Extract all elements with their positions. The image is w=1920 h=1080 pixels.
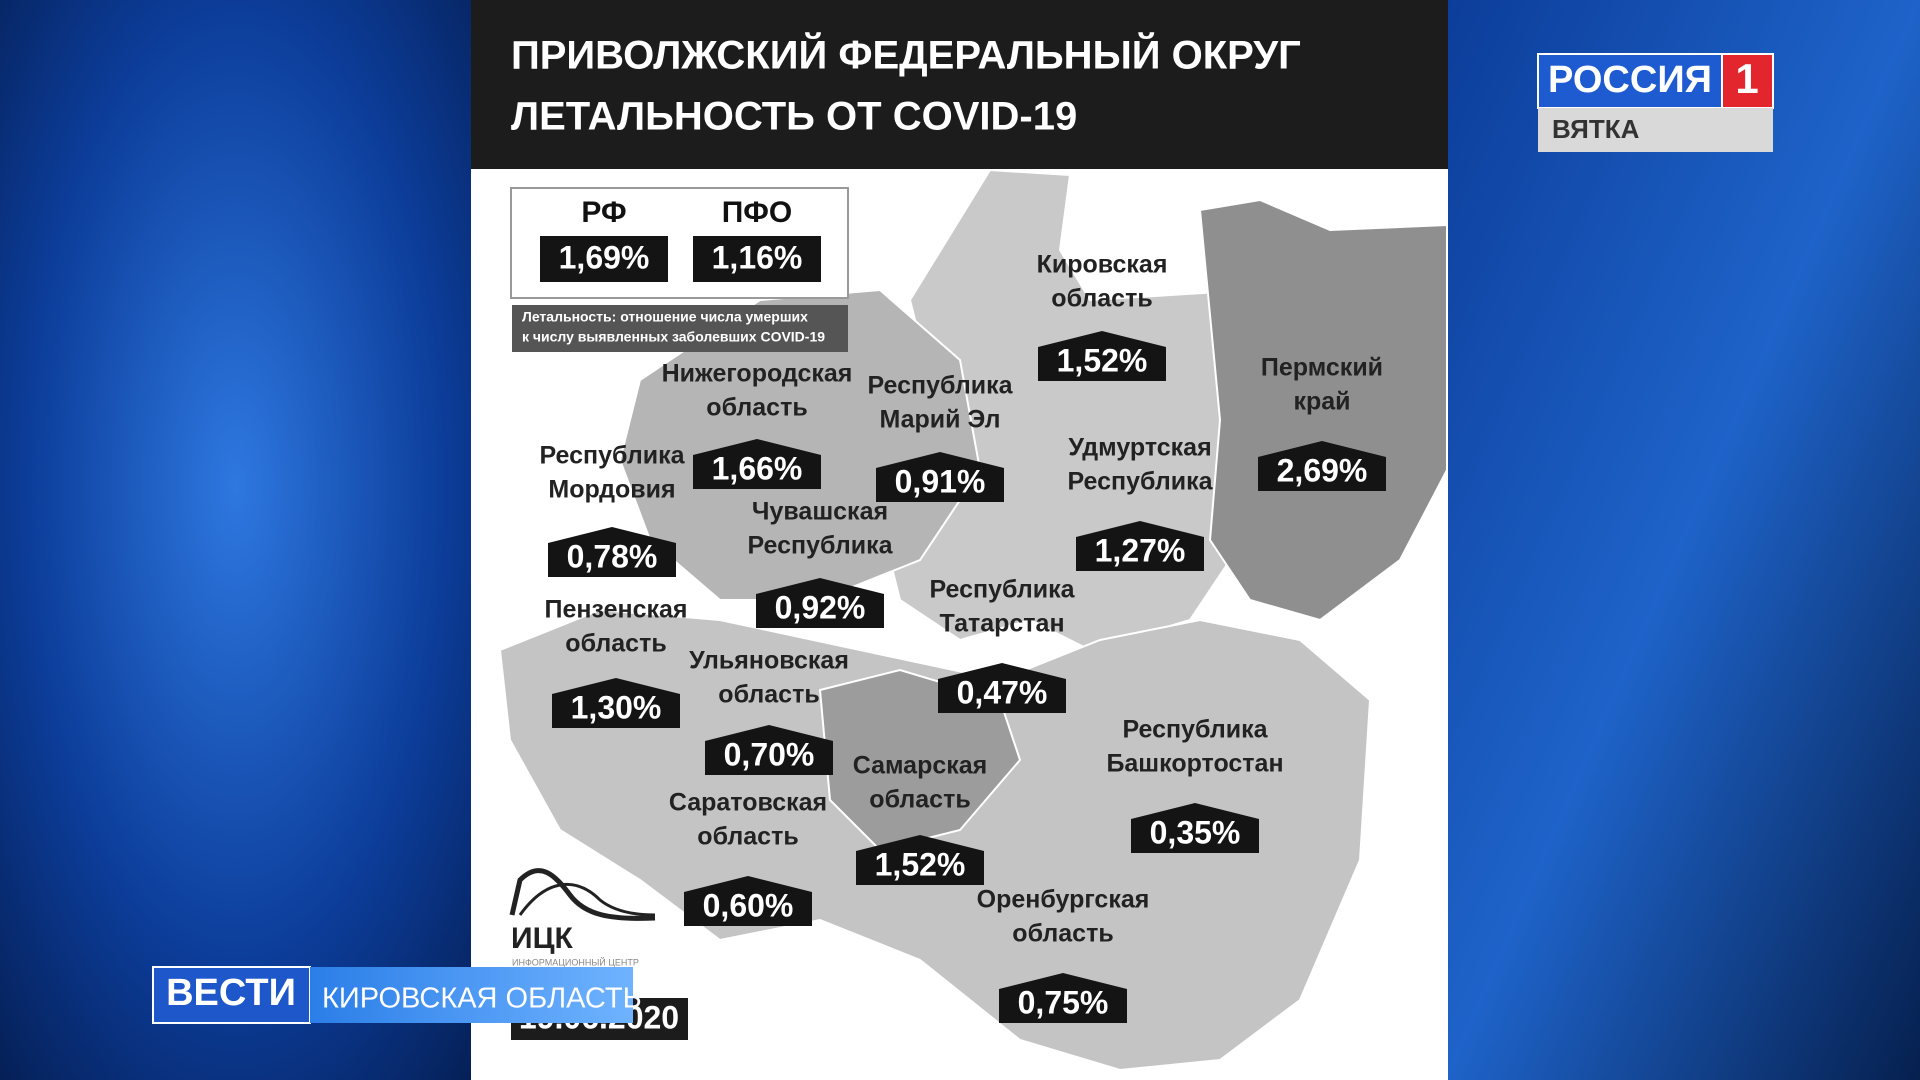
region-name: Мордовия: [548, 476, 675, 504]
background-left: [0, 0, 472, 1080]
region-name: Республика: [747, 532, 893, 560]
region-name: Марий Эл: [879, 406, 1000, 434]
region-name: область: [706, 394, 807, 422]
summary-label: РФ: [581, 196, 626, 229]
channel-region-box: [1538, 108, 1773, 152]
region-value: 1,52%: [1057, 342, 1148, 378]
channel-name: РОССИЯ: [1548, 59, 1712, 101]
summary-badge: [540, 236, 668, 282]
region-name: Пензенская: [545, 596, 688, 624]
logo-curve: [509, 868, 656, 921]
badge: [938, 663, 1066, 713]
news-brand-box: [152, 966, 311, 1024]
region-name: область: [718, 681, 819, 709]
region-value: 1,52%: [875, 846, 966, 882]
region-name: область: [1051, 285, 1152, 313]
region-value: 0,60%: [703, 887, 794, 923]
region-name: Саратовская: [669, 789, 827, 817]
badge: [1038, 331, 1166, 381]
badge: [876, 452, 1004, 502]
region-name: Республика: [867, 372, 1013, 400]
region-name: область: [1012, 920, 1113, 948]
title-line: ЛЕТАЛЬНОСТЬ ОТ COVID-19: [511, 95, 1077, 139]
news-region: КИРОВСКАЯ ОБЛАСТЬ: [322, 983, 642, 1015]
badge: [705, 725, 833, 775]
region-name: Удмуртская: [1068, 434, 1211, 462]
region-value: 0,70%: [724, 736, 815, 772]
region-name: Башкортостан: [1106, 750, 1283, 778]
summary-value: 1,69%: [559, 239, 650, 275]
region-name: Ульяновская: [689, 647, 849, 675]
news-region-box: [310, 967, 633, 1023]
region-name: Самарская: [853, 752, 988, 780]
summary-label: ПФО: [722, 196, 793, 229]
news-brand: ВЕСТИ: [166, 972, 296, 1014]
badge: [1131, 803, 1259, 853]
map-samara: [818, 668, 1022, 852]
note-line: Летальность: отношение числа умерших: [522, 309, 808, 325]
header-bar: [471, 0, 1448, 169]
source-logo-text: ИЦК: [511, 922, 573, 955]
region-name: Оренбургская: [977, 886, 1150, 914]
region-name: Кировская: [1037, 251, 1168, 279]
region-value: 0,75%: [1018, 984, 1109, 1020]
region-name: Чувашская: [752, 498, 888, 526]
source-logo: ИЦК ИНФОРМАЦИОННЫЙ ЦЕНТР: [509, 868, 656, 967]
badge: [756, 578, 884, 628]
region-name: Республика: [1067, 468, 1213, 496]
region-value: 1,30%: [571, 689, 662, 725]
region-name: Республика: [1122, 716, 1268, 744]
badge: [693, 439, 821, 489]
badge: [684, 876, 812, 926]
badge: [548, 527, 676, 577]
region-name: область: [869, 786, 970, 814]
region-value: 0,47%: [957, 674, 1048, 710]
region-name: область: [565, 630, 666, 658]
badge: [552, 678, 680, 728]
region-name: край: [1293, 388, 1350, 416]
badge: [1258, 441, 1386, 491]
region-name: Пермский: [1261, 354, 1383, 382]
note-line: к числу выявленных заболевших COVID-19: [522, 329, 825, 345]
map-perm: [1198, 198, 1448, 622]
title-line: ПРИВОЛЖСКИЙ ФЕДЕРАЛЬНЫЙ ОКРУГ: [511, 32, 1301, 78]
region-value: 0,91%: [895, 463, 986, 499]
badge: [856, 835, 984, 885]
region-value: 0,35%: [1150, 814, 1241, 850]
channel-number: 1: [1735, 55, 1758, 102]
summary-badge: [693, 236, 821, 282]
region-name: Татарстан: [939, 610, 1064, 638]
region-value: 0,78%: [567, 538, 658, 574]
source-caption: ИНФОРМАЦИОННЫЙ ЦЕНТР: [512, 956, 639, 967]
channel-number-box: [1721, 53, 1774, 109]
badge: [999, 973, 1127, 1023]
region-name: Нижегородская: [662, 360, 853, 388]
summary-value: 1,16%: [712, 239, 803, 275]
region-value: 2,69%: [1277, 452, 1368, 488]
channel-region: ВЯТКА: [1552, 114, 1640, 144]
region-value: 1,66%: [712, 450, 803, 486]
region-name: Республика: [929, 576, 1075, 604]
region-name: Республика: [539, 442, 685, 470]
region-value: 1,27%: [1095, 532, 1186, 568]
background-right: [1447, 0, 1920, 1080]
region-value: 0,92%: [775, 589, 866, 625]
note-box: [512, 305, 848, 352]
badge: [1076, 521, 1204, 571]
logo-curve: [518, 883, 656, 917]
region-name: область: [697, 823, 798, 851]
